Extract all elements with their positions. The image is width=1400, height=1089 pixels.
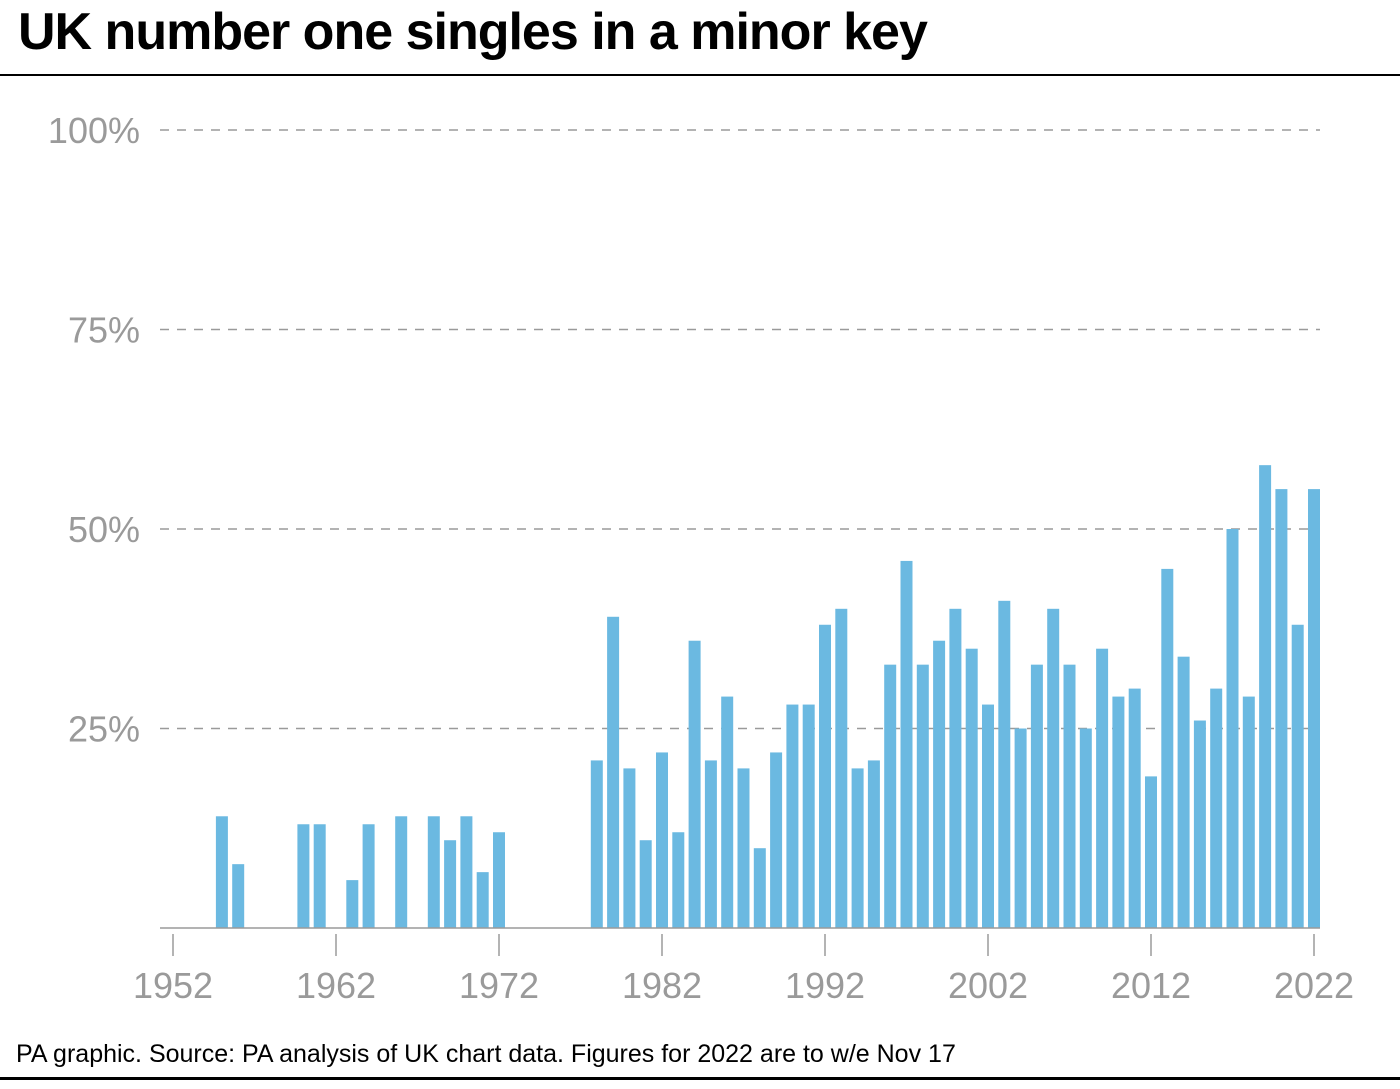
source-note: PA graphic. Source: PA analysis of UK ch… [16,1040,956,1068]
bar-2020 [1275,489,1288,928]
bar-1964 [362,824,375,928]
footer-rule [0,1077,1400,1080]
bar-2016 [1210,688,1223,928]
x-tick-label: 1972 [459,965,539,1006]
bar-1969 [444,840,457,928]
bar-1988 [753,848,766,928]
bar-1993 [835,608,848,928]
bar-2019 [1259,465,1272,928]
bar-1989 [770,752,783,928]
y-tick-label: 25% [68,709,140,750]
bar-2012 [1145,776,1157,928]
bar-1997 [900,560,913,928]
bar-1991 [802,704,815,928]
y-tick-label: 100% [48,110,140,151]
bar-1963 [346,880,359,928]
bar-1979 [607,616,620,928]
bar-2000 [949,608,962,928]
bar-1956 [232,864,245,928]
bar-1961 [313,824,326,928]
bar-2004 [1014,728,1027,928]
bar-1981 [639,840,652,928]
bar-1984 [688,640,701,928]
bar-2011 [1128,688,1141,928]
x-tick-label: 1962 [296,965,376,1006]
bar-2002 [982,704,994,928]
bar-2010 [1112,696,1125,928]
bar-1985 [704,760,717,928]
bar-1986 [721,696,734,928]
bar-1970 [460,816,473,928]
bar-1994 [851,768,864,928]
x-axis: 1952 1962 1972 1982 1992 2002 2012 2022 [133,927,1354,1006]
bar-chart: 25% 50% 75% 100% 1952 1962 1972 1982 1992 2002 20… [48,110,1354,1006]
bar-1960 [297,824,310,928]
bar-1998 [916,664,929,928]
bar-1980 [623,768,636,928]
x-tick-label: 2002 [948,965,1028,1006]
y-tick-label: 50% [68,509,140,550]
bar-2009 [1096,648,1109,928]
x-tick-label: 1992 [785,965,865,1006]
bar-1966 [395,816,408,928]
bar-1999 [933,640,946,928]
bar-1996 [884,664,897,928]
bar-1955 [215,816,228,928]
title-rule [0,74,1400,76]
bar-2015 [1193,720,1206,928]
x-tick-label: 2022 [1274,965,1354,1006]
bar-2017 [1226,529,1239,928]
bar-1972 [493,832,505,928]
bars [215,465,1320,928]
y-tick-label: 75% [68,310,140,351]
bar-2005 [1030,664,1043,928]
bar-1987 [737,768,750,928]
bar-1982 [656,752,668,928]
bar-2006 [1047,608,1060,928]
bar-1990 [786,704,799,928]
bar-2014 [1177,656,1190,928]
x-tick-label: 1952 [133,965,213,1006]
bar-2008 [1079,728,1092,928]
chart-title: UK number one singles in a minor key [18,3,928,61]
gridlines: 25% 50% 75% 100% [48,110,1320,750]
bar-1995 [867,760,880,928]
bar-1968 [427,816,440,928]
bar-1971 [476,872,489,928]
bar-2001 [965,648,978,928]
x-tick-label: 1982 [622,965,702,1006]
bar-2018 [1242,696,1255,928]
bar-1983 [672,832,685,928]
bar-2007 [1063,664,1076,928]
x-tick-label: 2012 [1111,965,1191,1006]
bar-2013 [1161,568,1174,928]
bar-2021 [1291,624,1304,928]
bar-2022 [1308,489,1320,928]
bar-2003 [998,600,1011,928]
bar-1992 [819,624,831,928]
bar-1978 [590,760,603,928]
